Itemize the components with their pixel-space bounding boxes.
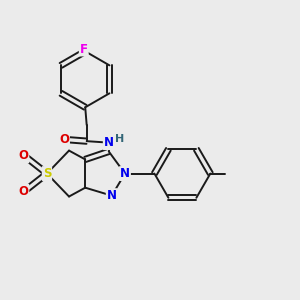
Text: N: N	[120, 167, 130, 180]
Text: N: N	[107, 189, 117, 202]
Text: O: O	[59, 133, 69, 146]
Text: O: O	[18, 185, 28, 198]
Text: F: F	[80, 43, 88, 56]
Text: O: O	[18, 149, 28, 162]
Text: H: H	[115, 134, 124, 144]
Text: S: S	[43, 167, 51, 180]
Text: N: N	[104, 136, 114, 149]
